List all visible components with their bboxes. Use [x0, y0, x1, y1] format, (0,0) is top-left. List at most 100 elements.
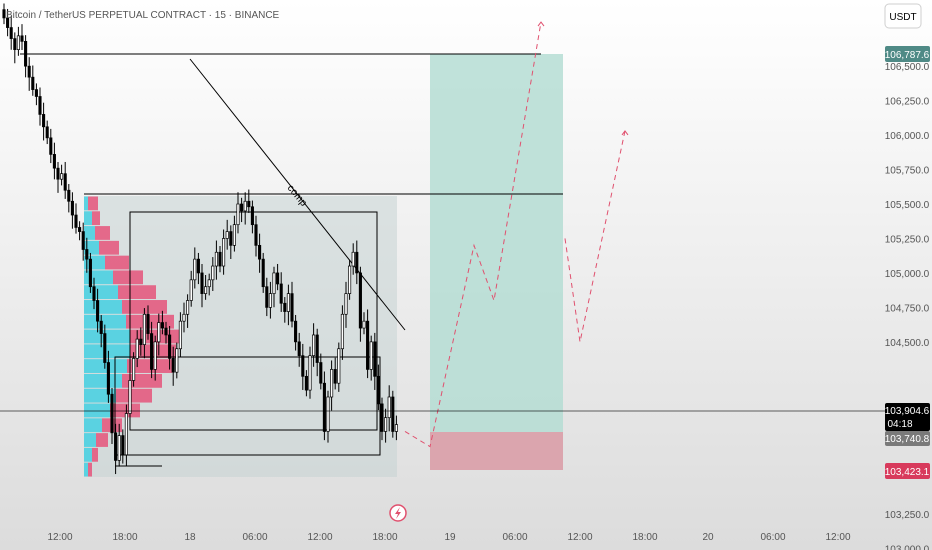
- candle: [117, 423, 121, 467]
- candle: [132, 352, 136, 387]
- candle: [315, 328, 319, 377]
- projection-path[interactable]: [404, 21, 542, 448]
- candle: [322, 371, 326, 441]
- price-tick-label: 106,000.0: [885, 131, 930, 142]
- volume-row: [84, 388, 152, 403]
- inner-box[interactable]: [114, 356, 381, 456]
- projection-arrowhead: [621, 130, 629, 136]
- candle: [312, 323, 316, 367]
- price-axis[interactable]: 106,500.0 106,250.0 106,000.0 105,750.0 105,…: [885, 62, 930, 550]
- candle: [290, 281, 294, 328]
- candle-countdown: 04:18: [887, 419, 912, 430]
- candle: [142, 308, 146, 359]
- candle: [189, 270, 193, 307]
- candle: [31, 65, 35, 96]
- candle: [128, 368, 132, 428]
- candle: [218, 246, 222, 273]
- time-tick-label: 06:00: [502, 532, 527, 543]
- candle: [340, 305, 344, 360]
- candle: [380, 397, 384, 441]
- candle: [63, 161, 67, 199]
- candle: [225, 219, 229, 250]
- current-price-label: 103,904.6: [885, 406, 930, 417]
- candle: [276, 263, 280, 291]
- volume-row: [84, 462, 92, 477]
- candle: [247, 189, 251, 213]
- stop-price-tag: 103,423.1: [885, 463, 930, 479]
- time-tick-label: 20: [702, 532, 714, 543]
- current-price-tag: 103,904.6 04:18: [885, 403, 930, 431]
- candle: [265, 277, 269, 317]
- currency-button[interactable]: USDT: [884, 3, 922, 29]
- candle: [207, 273, 211, 296]
- candle: [286, 284, 290, 326]
- candle: [297, 332, 301, 367]
- candle: [337, 342, 341, 392]
- time-tick-label: 18:00: [112, 532, 137, 543]
- time-tick-label: 18: [184, 532, 196, 543]
- candle: [196, 252, 200, 285]
- volume-row: [84, 270, 143, 285]
- candle: [38, 87, 42, 126]
- volume-row: [84, 240, 119, 255]
- candle: [193, 247, 197, 289]
- candle: [114, 423, 118, 475]
- candle: [243, 192, 247, 225]
- candle: [258, 233, 262, 273]
- price-tick-label: 104,750.0: [885, 303, 930, 314]
- volume-row: [84, 433, 108, 447]
- volume-row: [84, 359, 172, 373]
- candle: [254, 215, 258, 257]
- candle: [78, 221, 82, 241]
- candle: [106, 350, 110, 403]
- candle: [171, 346, 175, 386]
- lightning-icon[interactable]: [389, 504, 407, 522]
- candle: [99, 314, 103, 348]
- candle: [304, 370, 308, 397]
- time-tick-label: 12:00: [307, 532, 332, 543]
- candle: [56, 161, 60, 193]
- candle: [150, 321, 154, 379]
- candle: [204, 275, 208, 300]
- candle: [240, 197, 244, 223]
- candle: [348, 259, 352, 300]
- volume-row: [84, 403, 140, 418]
- candle: [45, 120, 49, 145]
- volume-row: [84, 373, 162, 388]
- candle: [27, 57, 31, 91]
- candle: [182, 302, 186, 333]
- candle: [175, 342, 179, 379]
- time-tick-label: 06:00: [760, 532, 785, 543]
- candle: [232, 215, 236, 252]
- candle: [261, 252, 265, 293]
- candle: [178, 312, 182, 358]
- price-tick-label: 106,250.0: [885, 97, 930, 108]
- candle: [211, 257, 215, 291]
- candle: [362, 312, 366, 335]
- candle: [272, 266, 276, 308]
- price-tick-label: 106,500.0: [885, 62, 930, 73]
- time-axis[interactable]: 12:00 18:00 18 06:00 12:00 18:00 19 06:00 12:00 1…: [47, 532, 850, 543]
- candle: [124, 404, 128, 467]
- comp-trendline[interactable]: [189, 58, 406, 331]
- target-price-tag: 106,787.6: [885, 46, 930, 62]
- target-zone[interactable]: [430, 54, 563, 432]
- candle: [135, 330, 139, 368]
- candle: [67, 184, 71, 213]
- candle: [330, 360, 334, 411]
- volume-row: [84, 418, 122, 433]
- candle: [74, 203, 78, 234]
- candle: [88, 252, 92, 293]
- candle: [283, 297, 287, 323]
- candle: [81, 222, 85, 261]
- candle: [139, 327, 143, 356]
- time-tick-label: 06:00: [242, 532, 267, 543]
- price-tick-label: 105,250.0: [885, 234, 930, 245]
- candle: [103, 324, 107, 369]
- projection-paths: [404, 21, 629, 448]
- stop-zone[interactable]: [430, 432, 563, 470]
- candle: [301, 343, 305, 390]
- price-tick-label: 103,250.0: [885, 510, 930, 521]
- candle: [96, 288, 100, 333]
